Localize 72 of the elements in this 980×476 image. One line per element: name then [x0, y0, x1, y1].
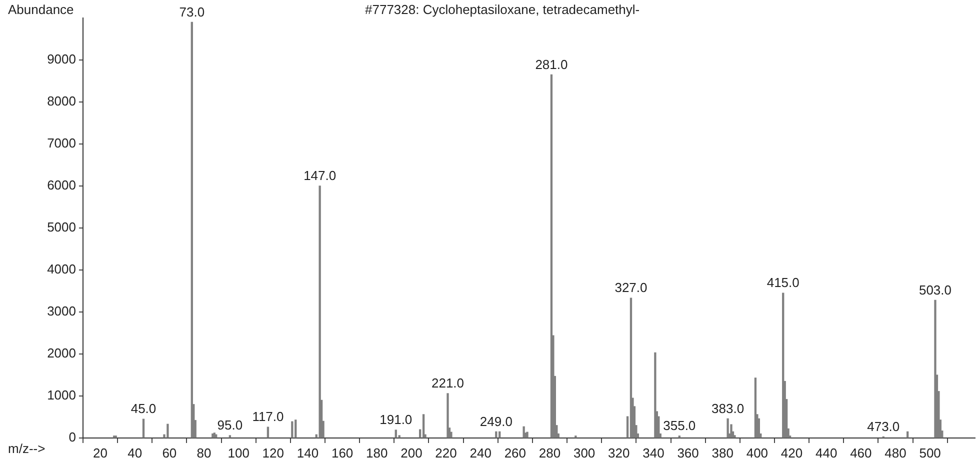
bar	[446, 393, 449, 438]
bar	[142, 418, 145, 438]
x-tick-label: 40	[128, 445, 142, 460]
y-tick-label: 1000	[47, 388, 76, 403]
x-tick-label: 460	[850, 445, 872, 460]
bar	[934, 300, 936, 438]
annotation: 415.0	[766, 275, 800, 290]
y-tick-label: 6000	[47, 178, 76, 193]
y-tick-label: 7000	[47, 136, 76, 151]
bar	[166, 424, 169, 438]
annotation: 45.0	[130, 401, 156, 416]
annotation: 221.0	[431, 376, 464, 391]
x-tick-label: 20	[93, 445, 108, 460]
x-tick-label: 140	[296, 445, 319, 460]
bar	[422, 414, 425, 438]
bar	[782, 292, 784, 438]
x-axis-title: m/z-->	[8, 441, 46, 456]
bar	[906, 431, 909, 438]
x-tick-label: 260	[504, 445, 526, 460]
annotation: 147.0	[304, 168, 336, 184]
bar	[522, 426, 525, 438]
bar	[318, 186, 321, 438]
bar	[498, 431, 501, 438]
bar	[228, 435, 232, 438]
annotation: 117.0	[252, 409, 284, 424]
x-tick-label: 280	[538, 445, 561, 460]
bar	[190, 22, 193, 438]
x-tick-label: 360	[677, 445, 699, 460]
x-tick-label: 440	[815, 445, 838, 460]
annotation: 383.0	[712, 400, 744, 416]
y-axis-title: Abundance	[8, 2, 74, 17]
bar	[294, 420, 297, 438]
bar	[291, 421, 294, 438]
x-tick-label: 400	[746, 445, 768, 460]
x-tick-label: 160	[331, 445, 354, 460]
annotation: 191.0	[380, 412, 412, 428]
x-tick-label: 480	[884, 445, 906, 460]
x-tick-label: 180	[366, 445, 388, 460]
annotation: 327.0	[614, 280, 648, 296]
bar	[394, 430, 397, 438]
y-tick-label: 5000	[47, 220, 76, 235]
bar	[654, 352, 656, 438]
bar	[495, 431, 498, 438]
annotation: 355.0	[663, 418, 696, 433]
bar	[726, 418, 729, 438]
annotation: 473.0	[867, 418, 900, 434]
y-tick-label: 4000	[47, 262, 76, 277]
y-tick-label: 3000	[47, 304, 76, 319]
annotation: 503.0	[918, 282, 952, 298]
bar	[266, 426, 270, 438]
x-tick-label: 420	[780, 445, 803, 460]
annotation: 281.0	[535, 56, 568, 72]
x-tick-label: 340	[642, 445, 664, 460]
x-tick-label: 300	[573, 445, 596, 460]
x-tick-label: 60	[162, 445, 177, 460]
x-tick-label: 200	[400, 445, 422, 460]
x-tick-label: 320	[608, 445, 630, 460]
x-tick-label: 100	[228, 445, 250, 460]
annotation: 73.0	[179, 4, 205, 20]
x-tick-label: 120	[262, 445, 284, 460]
annotation: 249.0	[480, 414, 512, 429]
x-tick-label: 220	[435, 445, 457, 460]
y-tick-label: 0	[68, 430, 76, 445]
x-tick-label: 80	[196, 445, 212, 460]
x-tick-label: 240	[470, 445, 492, 460]
annotation: 95.0	[217, 418, 243, 433]
y-tick-label: 9000	[47, 52, 76, 67]
x-tick-label: 500	[919, 445, 941, 460]
x-tick-label: 380	[712, 445, 734, 460]
chart-title: #777328: Cycloheptasiloxane, tetradecamethyl-	[365, 2, 640, 17]
y-tick-label: 8000	[47, 94, 76, 109]
y-tick-label: 2000	[47, 346, 76, 361]
